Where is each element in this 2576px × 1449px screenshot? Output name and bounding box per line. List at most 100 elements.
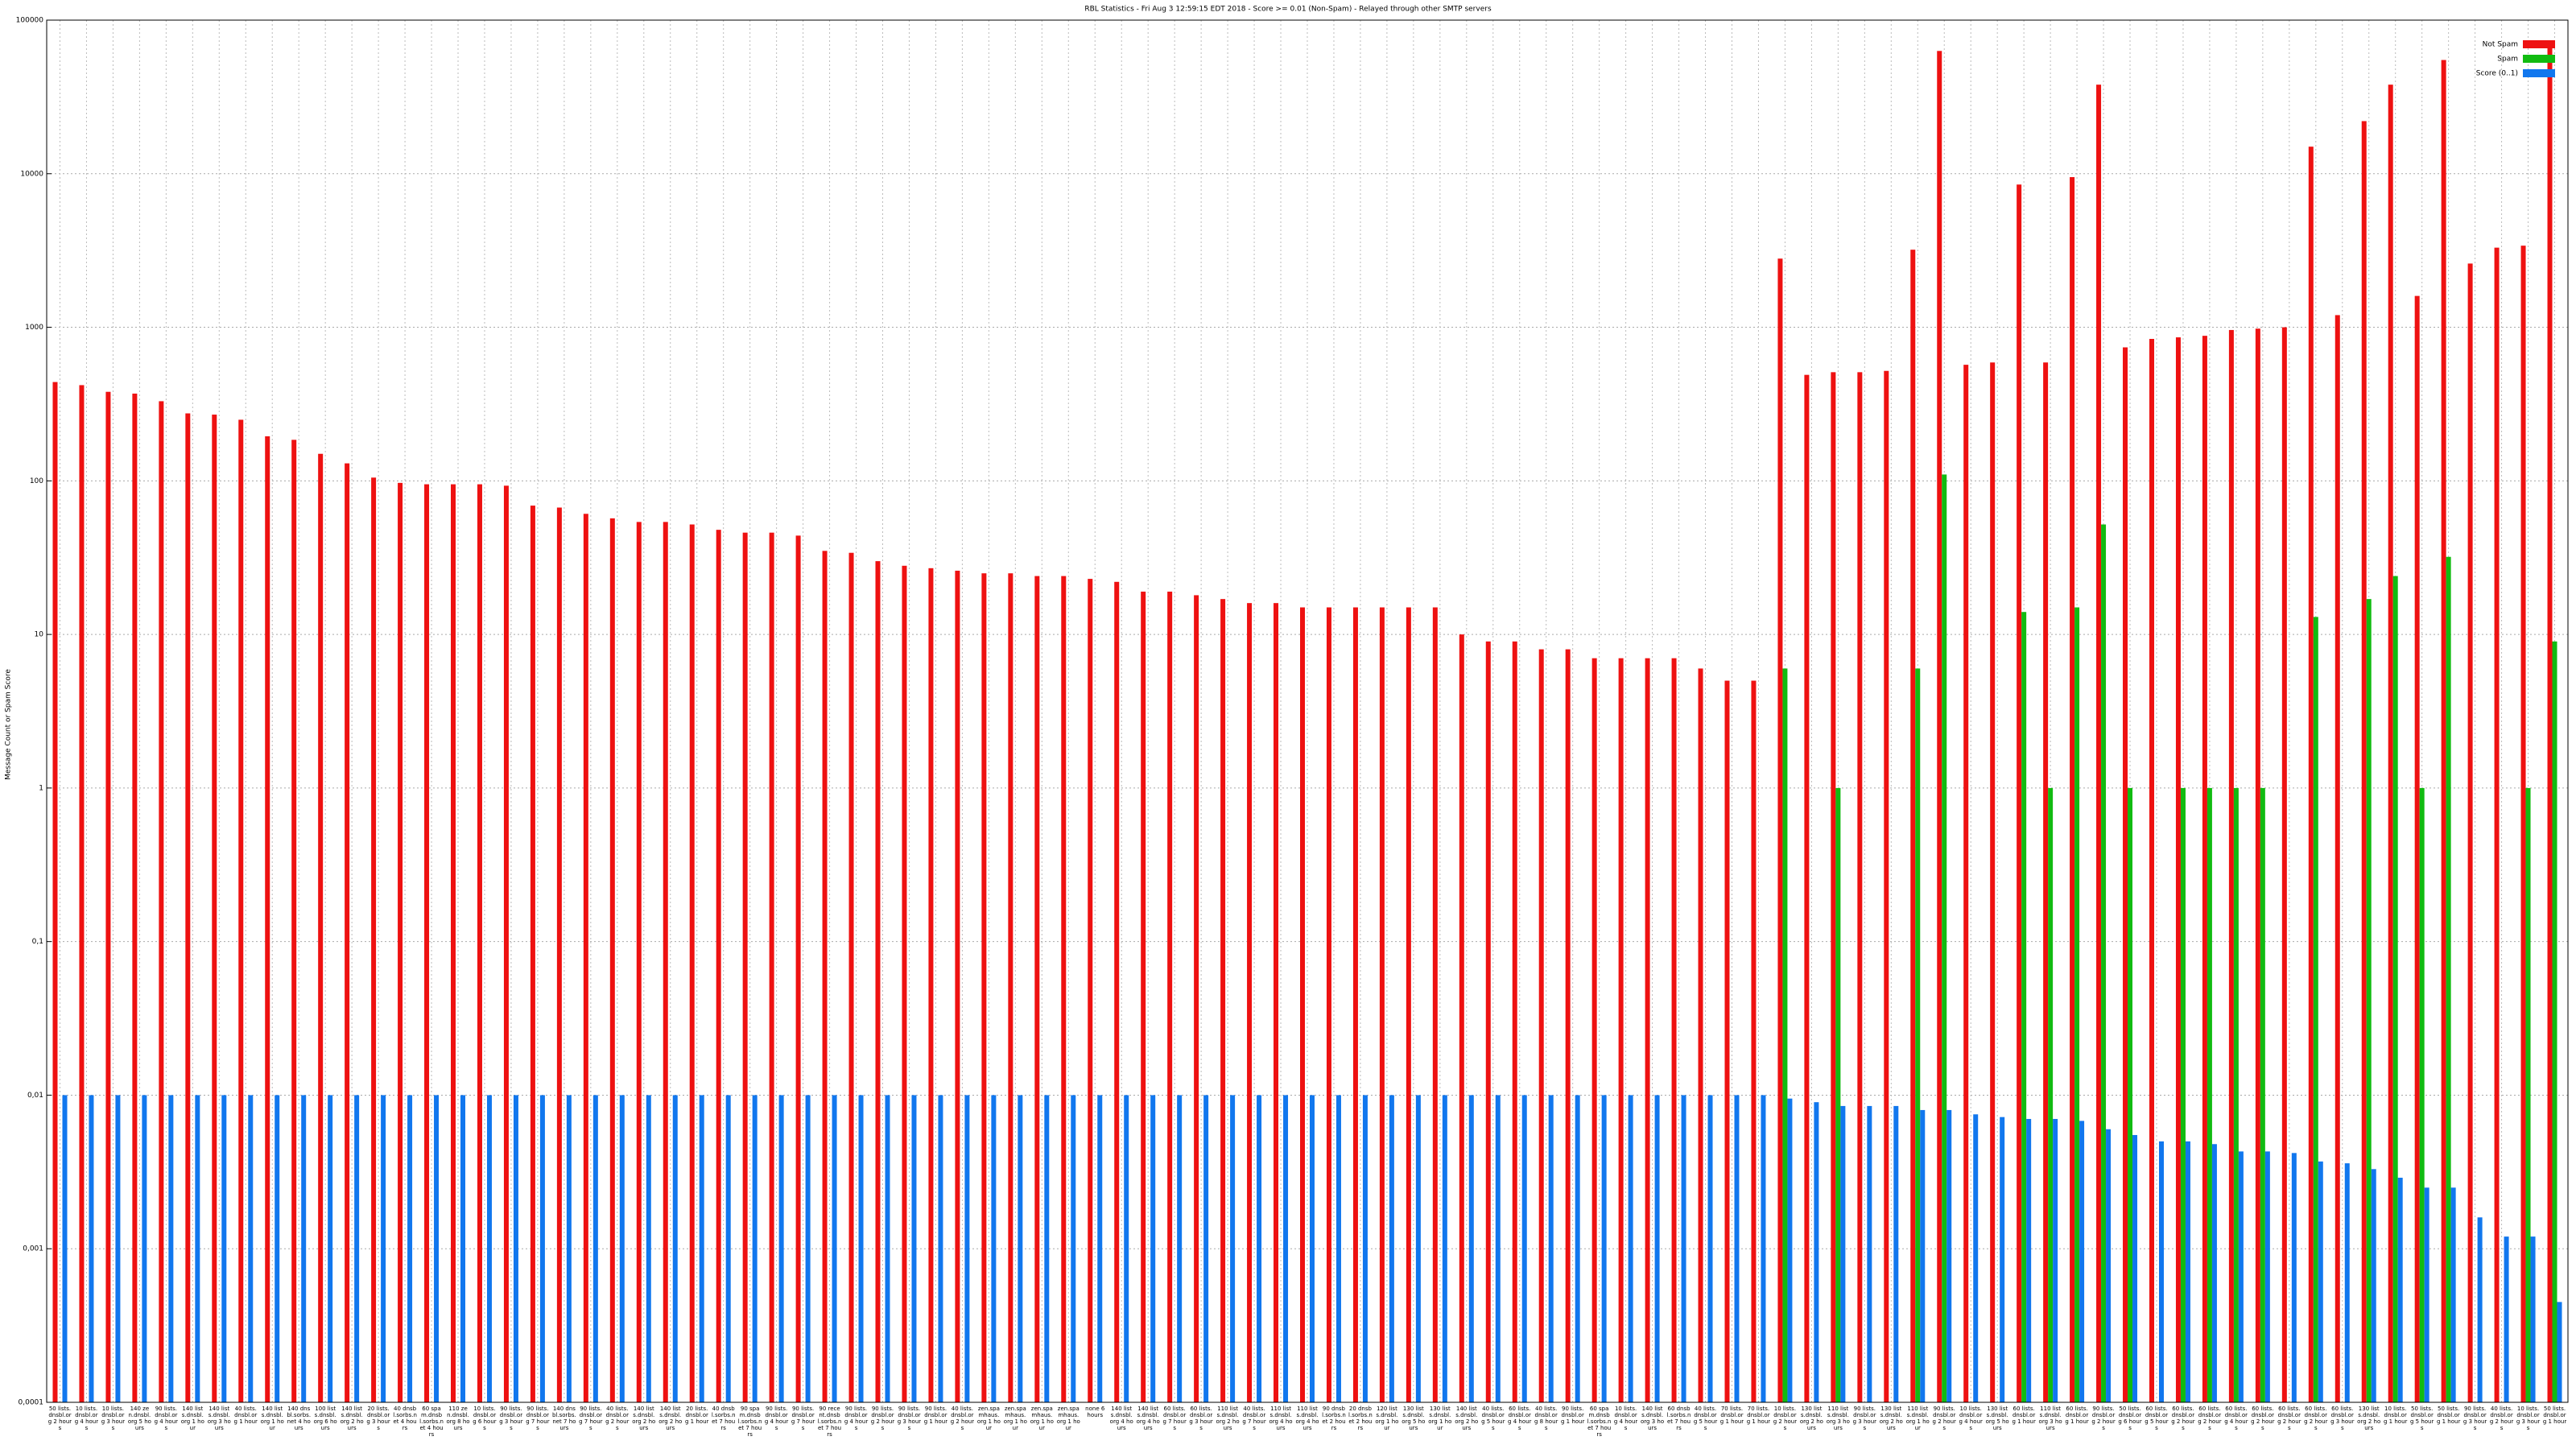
bar [2185, 1141, 2190, 1402]
bar [486, 1095, 492, 1402]
bar [1538, 649, 1544, 1402]
bar [1840, 1105, 1846, 1402]
bar [381, 1095, 386, 1402]
bar [2202, 336, 2207, 1403]
bar [2026, 1118, 2032, 1402]
bar [2053, 1118, 2058, 1402]
bar [318, 453, 324, 1402]
bar [460, 1095, 466, 1402]
bar [609, 518, 615, 1402]
bar [672, 1095, 678, 1402]
bar [248, 1095, 254, 1402]
bar [2366, 599, 2372, 1402]
x-tick-label: 40 lists.dnsbl.org 5 hours [1693, 1406, 1718, 1431]
bar [955, 570, 960, 1403]
x-tick-label: 40 lists.dnsbl.org 5 hours [1481, 1406, 1505, 1431]
x-tick-label: zen.spamhaus.org 1 hour [1003, 1406, 1027, 1431]
x-tick-label: 60 lists.dnsbl.org 1 hour [2012, 1406, 2036, 1425]
bar [79, 385, 85, 1403]
x-tick-label: 50 lists.dnsbl.org 2 hours [47, 1406, 72, 1431]
x-tick-label: 70 lists.dnsbl.org 1 hour [1746, 1406, 1771, 1425]
x-tick-label: 20 lists.dnsbl.org 1 hour [685, 1406, 709, 1425]
bar [2441, 60, 2446, 1402]
bar [328, 1095, 333, 1402]
x-tick-label: 140 lists.dnsbl.org 2 hours [632, 1406, 656, 1431]
legend-label: Spam [2497, 56, 2518, 64]
bar [434, 1095, 440, 1402]
bar [1937, 51, 1942, 1402]
y-tick-label: 100 [30, 477, 43, 485]
bar [1777, 258, 1783, 1402]
x-tick-label: 10 lists.dnsbl.org 4 hours [74, 1406, 99, 1431]
bar [1389, 1095, 1394, 1402]
x-tick-label: 10 lists.dnsbl.org 3 hours [101, 1406, 126, 1431]
bar [1352, 607, 1358, 1402]
bar [2074, 607, 2080, 1402]
x-tick-label: 60 lists.dnsbl.org 2 hours [2304, 1406, 2328, 1431]
x-tick-label: 140 dnsbl.sorbs.net 4 hours [287, 1406, 312, 1431]
bar [1601, 1095, 1607, 1402]
x-tick-label: 120 lists.dnsbl.org 1 hour [1375, 1406, 1399, 1431]
bar [1194, 595, 1199, 1402]
bar [2079, 1121, 2085, 1402]
x-tick-label: 40 lists.dnsbl.org 1 hour [233, 1406, 258, 1425]
bar [832, 1095, 837, 1402]
bar [928, 568, 934, 1403]
bar [1044, 1095, 1050, 1402]
bar [2557, 1302, 2562, 1402]
bar [2547, 43, 2553, 1402]
bar [2281, 327, 2287, 1402]
x-tick-label: 90 recent.dnsbl.sorbs.net 7 hours [817, 1406, 842, 1438]
legend-label: Score (0..1) [2476, 70, 2518, 78]
x-tick-label: 90 lists.dnsbl.org 3 hours [1852, 1406, 1877, 1431]
bar [646, 1095, 651, 1402]
x-tick-label: 20 lists.dnsbl.org 3 hours [366, 1406, 390, 1431]
bar [2264, 1151, 2270, 1402]
bar [2424, 1187, 2429, 1402]
bar [2392, 576, 2398, 1403]
bar [1835, 787, 1841, 1402]
bar [1141, 591, 1146, 1402]
bar [1071, 1095, 1076, 1402]
bar [592, 1095, 598, 1402]
bar [2207, 787, 2212, 1402]
bar [1724, 680, 1730, 1402]
bar [115, 1095, 121, 1402]
bar [1442, 1095, 1447, 1402]
bar [1432, 607, 1438, 1402]
x-tick-label: 110 lists.dnsbl.org 1 hour [1905, 1406, 1930, 1431]
x-tick-label: 90 lists.dnsbl.org 7 hours [579, 1406, 603, 1431]
x-tick-label: 100 lists.dnsbl.org 6 hours [313, 1406, 337, 1431]
x-tick-label: 60 spam.dnsbl.sorbs.net 7 hours [1587, 1406, 1612, 1438]
bar [885, 1095, 890, 1402]
bar [2318, 1161, 2323, 1402]
x-tick-label: none 6 hours [1085, 1406, 1105, 1418]
x-tick-label: 20 dnsbl.sorbs.net 2 hours [1348, 1406, 1373, 1431]
legend-label: Not Spam [2483, 41, 2518, 49]
bar [1008, 573, 1013, 1402]
bar [2446, 556, 2451, 1402]
bar [2308, 147, 2314, 1402]
bar [742, 532, 748, 1402]
x-tick-label: 110 zen.dnsbl.org 8 hours [446, 1406, 470, 1431]
x-tick-label: 60 lists.dnsbl.org 4 hours [1508, 1406, 1532, 1431]
bar [636, 522, 642, 1402]
bar [354, 1095, 360, 1402]
bar [1406, 607, 1411, 1402]
bar [1707, 1095, 1713, 1402]
bar [2255, 328, 2260, 1402]
plot-frame [46, 19, 2569, 1403]
bar [1920, 1109, 1926, 1402]
x-tick-label: 130 lists.dnsbl.org 5 hours [1402, 1406, 1426, 1431]
bar [964, 1095, 970, 1402]
bar [1751, 680, 1757, 1402]
bar [513, 1095, 518, 1402]
bar [1893, 1105, 1899, 1402]
bar [1124, 1095, 1129, 1402]
bar [1831, 372, 1836, 1402]
bar [451, 484, 456, 1402]
bar [2291, 1153, 2297, 1402]
x-tick-label: 90 lists.dnsbl.org 4 hours [154, 1406, 179, 1431]
bar [2467, 263, 2473, 1403]
